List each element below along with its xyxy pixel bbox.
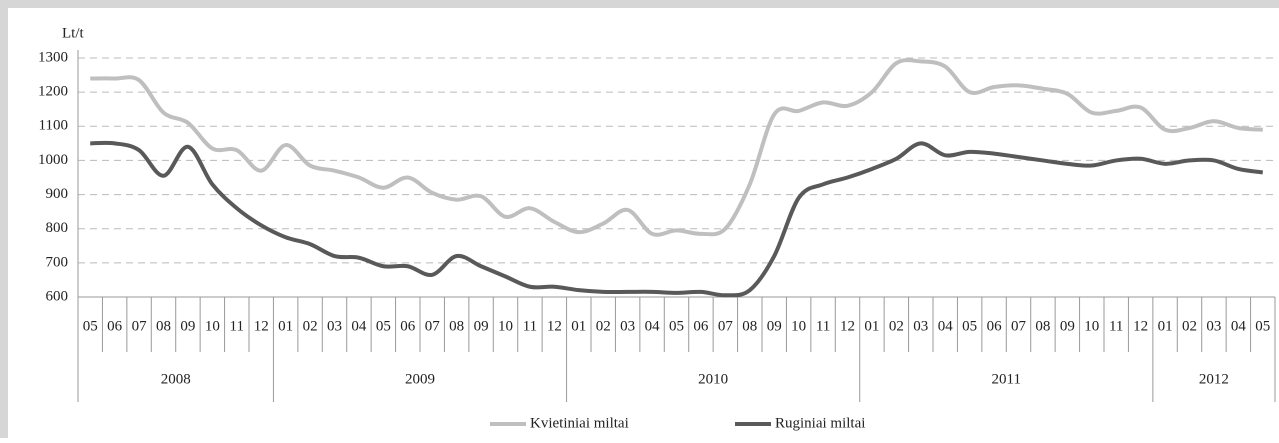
x-tick-label: 07 — [1011, 318, 1027, 334]
x-tick-label: 08 — [742, 318, 757, 334]
x-tick-label: 03 — [913, 318, 928, 334]
year-label: 2012 — [1199, 371, 1229, 387]
legend-label: Kvietiniai miltai — [530, 415, 629, 431]
x-tick-label: 11 — [1109, 318, 1123, 334]
x-tick-label: 11 — [230, 318, 244, 334]
y-tick-label: 1300 — [38, 49, 68, 65]
x-tick-label: 11 — [523, 318, 537, 334]
x-tick-label: 01 — [571, 318, 586, 334]
x-tick-label: 12 — [840, 318, 855, 334]
y-tick-label: 900 — [46, 186, 69, 202]
x-tick-label: 04 — [938, 318, 954, 334]
x-tick-label: 02 — [1182, 318, 1197, 334]
legend-label: Ruginiai miltai — [775, 415, 865, 431]
series-line — [90, 140, 1264, 298]
y-tick-label: 800 — [46, 220, 69, 236]
x-tick-label: 02 — [889, 318, 904, 334]
x-tick-label: 02 — [596, 318, 611, 334]
x-tick-label: 05 — [83, 318, 98, 334]
x-tick-label: 09 — [767, 318, 782, 334]
x-tick-label: 08 — [1035, 318, 1050, 334]
x-tick-label: 03 — [1206, 318, 1221, 334]
x-tick-label: 10 — [791, 318, 806, 334]
x-tick-label: 07 — [425, 318, 441, 334]
x-tick-label: 07 — [718, 318, 734, 334]
x-tick-label: 05 — [669, 318, 684, 334]
x-tick-label: 08 — [156, 318, 171, 334]
x-tick-label: 01 — [278, 318, 293, 334]
year-label: 2011 — [992, 371, 1021, 387]
x-tick-label: 05 — [962, 318, 977, 334]
x-tick-label: 12 — [1133, 318, 1148, 334]
x-tick-label: 11 — [816, 318, 830, 334]
x-tick-label: 09 — [180, 318, 195, 334]
x-tick-label: 04 — [645, 318, 661, 334]
y-axis-label: Lt/t — [62, 25, 84, 41]
year-label: 2009 — [405, 371, 435, 387]
year-label: 2008 — [161, 371, 191, 387]
x-tick-label: 03 — [620, 318, 635, 334]
x-tick-label: 06 — [107, 318, 123, 334]
y-tick-label: 1200 — [38, 84, 68, 100]
x-tick-label: 07 — [132, 318, 148, 334]
x-tick-label: 05 — [1255, 318, 1270, 334]
x-tick-label: 01 — [864, 318, 879, 334]
x-tick-label: 01 — [1158, 318, 1173, 334]
x-tick-label: 06 — [987, 318, 1003, 334]
x-tick-label: 06 — [693, 318, 709, 334]
y-tick-label: 1000 — [38, 152, 68, 168]
x-tick-label: 08 — [449, 318, 464, 334]
y-tick-label: 700 — [46, 254, 69, 270]
x-tick-label: 09 — [474, 318, 489, 334]
year-label: 2010 — [698, 371, 728, 387]
x-tick-label: 12 — [547, 318, 562, 334]
x-tick-label: 10 — [205, 318, 220, 334]
x-tick-label: 12 — [254, 318, 269, 334]
x-tick-label: 05 — [376, 318, 391, 334]
x-tick-label: 04 — [351, 318, 367, 334]
x-tick-label: 03 — [327, 318, 342, 334]
x-tick-label: 06 — [400, 318, 416, 334]
x-tick-label: 09 — [1060, 318, 1075, 334]
x-tick-label: 10 — [1084, 318, 1099, 334]
y-tick-label: 1100 — [39, 118, 68, 134]
y-tick-label: 600 — [46, 288, 69, 304]
series-line — [90, 58, 1263, 237]
x-tick-label: 02 — [303, 318, 318, 334]
x-tick-label: 10 — [498, 318, 513, 334]
x-tick-label: 04 — [1231, 318, 1247, 334]
